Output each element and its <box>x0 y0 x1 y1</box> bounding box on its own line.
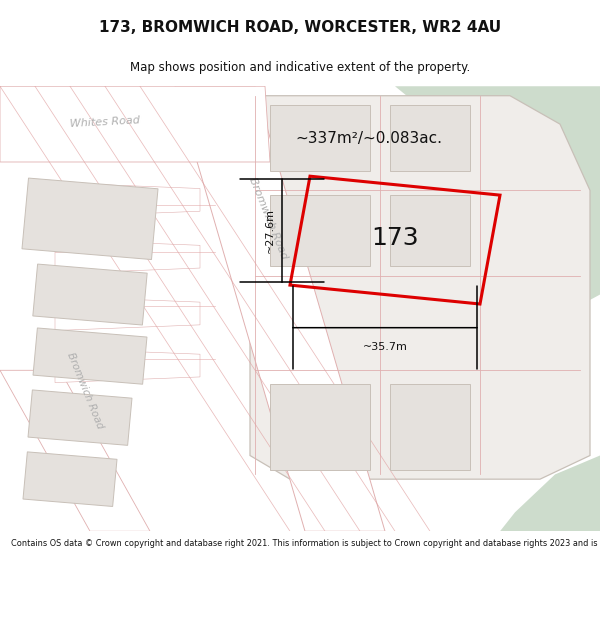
Text: ~35.7m: ~35.7m <box>362 342 407 352</box>
Text: ~337m²/~0.083ac.: ~337m²/~0.083ac. <box>295 131 442 146</box>
Text: Whites Road: Whites Road <box>70 116 140 129</box>
Text: 173, BROMWICH ROAD, WORCESTER, WR2 4AU: 173, BROMWICH ROAD, WORCESTER, WR2 4AU <box>99 20 501 35</box>
Polygon shape <box>270 384 370 470</box>
Text: ~27.6m: ~27.6m <box>265 208 275 253</box>
Polygon shape <box>250 96 590 479</box>
Polygon shape <box>390 384 470 470</box>
Polygon shape <box>390 195 470 266</box>
Polygon shape <box>0 86 270 162</box>
Polygon shape <box>395 86 600 314</box>
Polygon shape <box>33 328 147 384</box>
Polygon shape <box>22 178 158 259</box>
Polygon shape <box>390 105 470 171</box>
Polygon shape <box>500 456 600 531</box>
Text: Bromwich Road: Bromwich Road <box>65 351 105 431</box>
Polygon shape <box>270 195 370 266</box>
Polygon shape <box>0 370 150 531</box>
Polygon shape <box>28 390 132 446</box>
Polygon shape <box>55 349 200 382</box>
Polygon shape <box>55 239 200 274</box>
Polygon shape <box>55 296 200 331</box>
Polygon shape <box>33 264 147 325</box>
Polygon shape <box>270 105 370 171</box>
Text: Contains OS data © Crown copyright and database right 2021. This information is : Contains OS data © Crown copyright and d… <box>11 539 600 548</box>
Text: 173: 173 <box>371 226 419 250</box>
Text: Map shows position and indicative extent of the property.: Map shows position and indicative extent… <box>130 61 470 74</box>
Text: Bromwich Road: Bromwich Road <box>247 176 289 261</box>
Polygon shape <box>175 86 385 531</box>
Polygon shape <box>23 452 117 506</box>
Polygon shape <box>55 183 200 217</box>
